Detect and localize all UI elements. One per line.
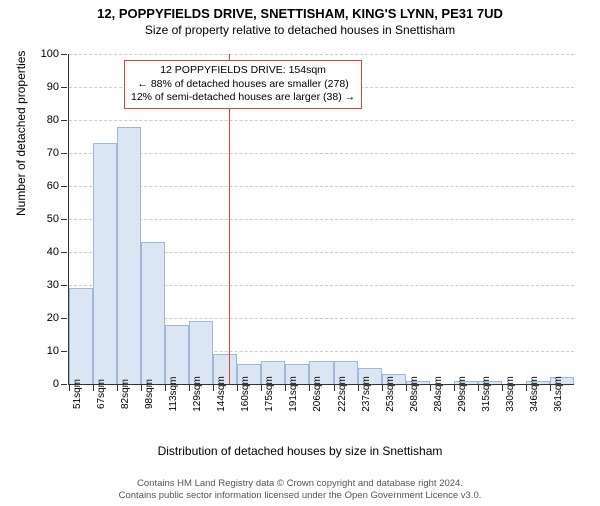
y-tick <box>61 120 67 121</box>
footer-attribution: Contains HM Land Registry data © Crown c… <box>0 478 600 502</box>
x-tick-label: 284sqm <box>433 376 444 412</box>
x-tick-label: 253sqm <box>385 376 396 412</box>
y-tick-label: 70 <box>47 147 59 159</box>
x-tick <box>213 385 214 391</box>
gridline <box>69 219 574 220</box>
gridline <box>69 54 574 55</box>
y-tick-label: 80 <box>47 114 59 126</box>
histogram-bar <box>189 321 213 384</box>
histogram-bar <box>141 242 165 384</box>
x-tick-label: 51sqm <box>72 379 83 409</box>
x-tick <box>358 385 359 391</box>
footer-line-2: Contains public sector information licen… <box>0 490 600 502</box>
x-tick-label: 98sqm <box>144 379 155 409</box>
y-tick <box>61 54 67 55</box>
x-tick <box>69 385 70 391</box>
y-tick-label: 40 <box>47 246 59 258</box>
x-tick <box>406 385 407 391</box>
y-tick <box>61 252 67 253</box>
gridline <box>69 153 574 154</box>
y-tick <box>61 87 67 88</box>
x-tick-label: 175sqm <box>264 376 275 412</box>
x-tick-label: 222sqm <box>337 376 348 412</box>
x-tick-label: 268sqm <box>409 376 420 412</box>
x-tick-label: 113sqm <box>168 377 179 412</box>
footer-line-1: Contains HM Land Registry data © Crown c… <box>0 478 600 490</box>
gridline <box>69 186 574 187</box>
x-tick <box>165 385 166 391</box>
y-tick <box>61 318 67 319</box>
x-tick-label: 299sqm <box>457 376 468 412</box>
y-tick <box>61 285 67 286</box>
x-tick <box>502 385 503 391</box>
y-tick-label: 0 <box>53 378 59 390</box>
page-subtitle: Size of property relative to detached ho… <box>0 23 600 37</box>
x-tick <box>309 385 310 391</box>
page-title: 12, POPPYFIELDS DRIVE, SNETTISHAM, KING'… <box>0 6 600 21</box>
x-tick-label: 160sqm <box>240 376 251 412</box>
histogram-bar <box>69 288 93 384</box>
y-tick-label: 20 <box>47 312 59 324</box>
x-tick <box>334 385 335 391</box>
x-tick-label: 315sqm <box>481 376 492 412</box>
annotation-line-1: 12 POPPYFIELDS DRIVE: 154sqm <box>131 64 355 78</box>
x-tick <box>117 385 118 391</box>
x-tick-label: 206sqm <box>312 376 323 412</box>
y-tick-label: 60 <box>47 180 59 192</box>
annotation-line-3: 12% of semi-detached houses are larger (… <box>131 91 355 105</box>
y-tick-label: 50 <box>47 213 59 225</box>
x-tick <box>261 385 262 391</box>
x-tick <box>237 385 238 391</box>
x-tick-label: 82sqm <box>120 379 131 409</box>
x-tick <box>526 385 527 391</box>
y-tick-label: 100 <box>41 48 59 60</box>
histogram-bar <box>93 143 117 384</box>
x-tick-label: 129sqm <box>192 376 203 412</box>
y-axis-label: Number of detached properties <box>14 51 28 216</box>
y-tick <box>61 153 67 154</box>
x-tick-label: 237sqm <box>361 376 372 412</box>
x-tick <box>478 385 479 391</box>
x-tick-label: 67sqm <box>96 379 107 409</box>
x-tick <box>189 385 190 391</box>
y-tick <box>61 351 67 352</box>
histogram-chart: 010203040506070809010051sqm67sqm82sqm98s… <box>68 54 574 385</box>
x-tick <box>382 385 383 391</box>
annotation-box: 12 POPPYFIELDS DRIVE: 154sqm← 88% of det… <box>124 60 362 109</box>
gridline <box>69 120 574 121</box>
x-tick <box>93 385 94 391</box>
annotation-line-2: ← 88% of detached houses are smaller (27… <box>131 78 355 92</box>
x-tick <box>430 385 431 391</box>
x-tick <box>285 385 286 391</box>
x-tick <box>550 385 551 391</box>
y-tick <box>61 384 67 385</box>
x-tick-label: 144sqm <box>216 376 227 412</box>
histogram-bar <box>117 127 141 384</box>
x-tick-label: 346sqm <box>529 376 540 412</box>
x-axis-label: Distribution of detached houses by size … <box>0 444 600 458</box>
x-tick-label: 330sqm <box>505 376 516 412</box>
y-tick-label: 30 <box>47 279 59 291</box>
histogram-bar <box>165 325 189 384</box>
x-tick-label: 191sqm <box>288 376 299 412</box>
y-tick-label: 10 <box>47 345 59 357</box>
x-tick <box>141 385 142 391</box>
x-tick <box>454 385 455 391</box>
x-tick-label: 361sqm <box>553 376 564 412</box>
y-tick <box>61 186 67 187</box>
y-tick <box>61 219 67 220</box>
y-tick-label: 90 <box>47 81 59 93</box>
